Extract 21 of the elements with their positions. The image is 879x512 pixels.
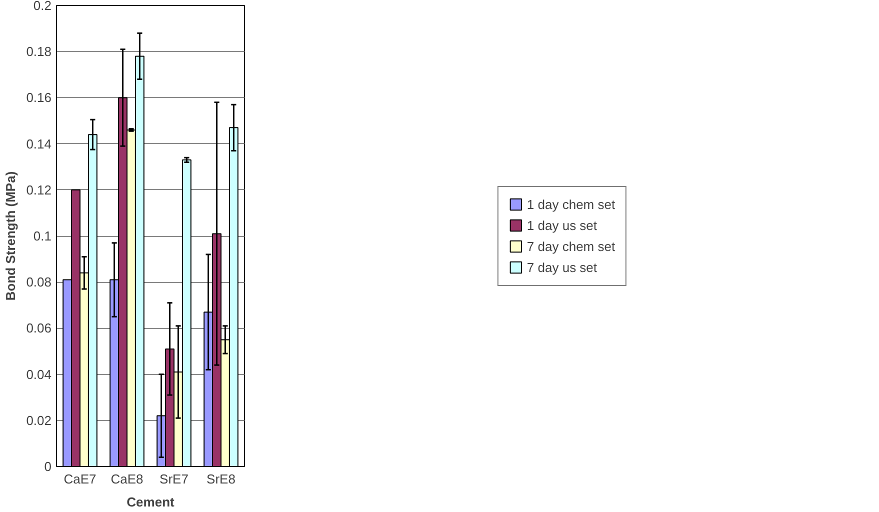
legend-label: 1 day chem set [526, 196, 616, 212]
y-tick-label: 0.18 [26, 44, 52, 60]
y-tick-label: 0 [44, 459, 52, 474]
y-tick-label: 0.08 [26, 274, 52, 290]
y-tick-label: 0.04 [26, 366, 52, 382]
x-tick-label: SrE8 [206, 472, 236, 486]
y-tick-label: 0.12 [26, 182, 52, 198]
x-tick-label: SrE7 [160, 472, 188, 486]
y-axis-title: Bond Strength (MPa) [3, 171, 18, 301]
y-tick-label: 0.2 [33, 0, 52, 13]
legend-label: 1 day us set [526, 218, 598, 232]
y-tick-label: 0.02 [26, 412, 52, 428]
x-tick-label: CaE7 [64, 472, 96, 486]
y-tick-label: 0.14 [26, 136, 52, 152]
y-tick-label: 0.06 [26, 320, 52, 336]
legend-label: 7 day chem set [526, 238, 616, 254]
x-tick-label: CaE8 [110, 472, 144, 486]
y-tick-label: 0.16 [26, 90, 52, 106]
legend-label: 7 day us set [526, 260, 598, 274]
x-axis-title: Cement [126, 494, 176, 510]
y-tick-label: 0.1 [33, 228, 52, 244]
